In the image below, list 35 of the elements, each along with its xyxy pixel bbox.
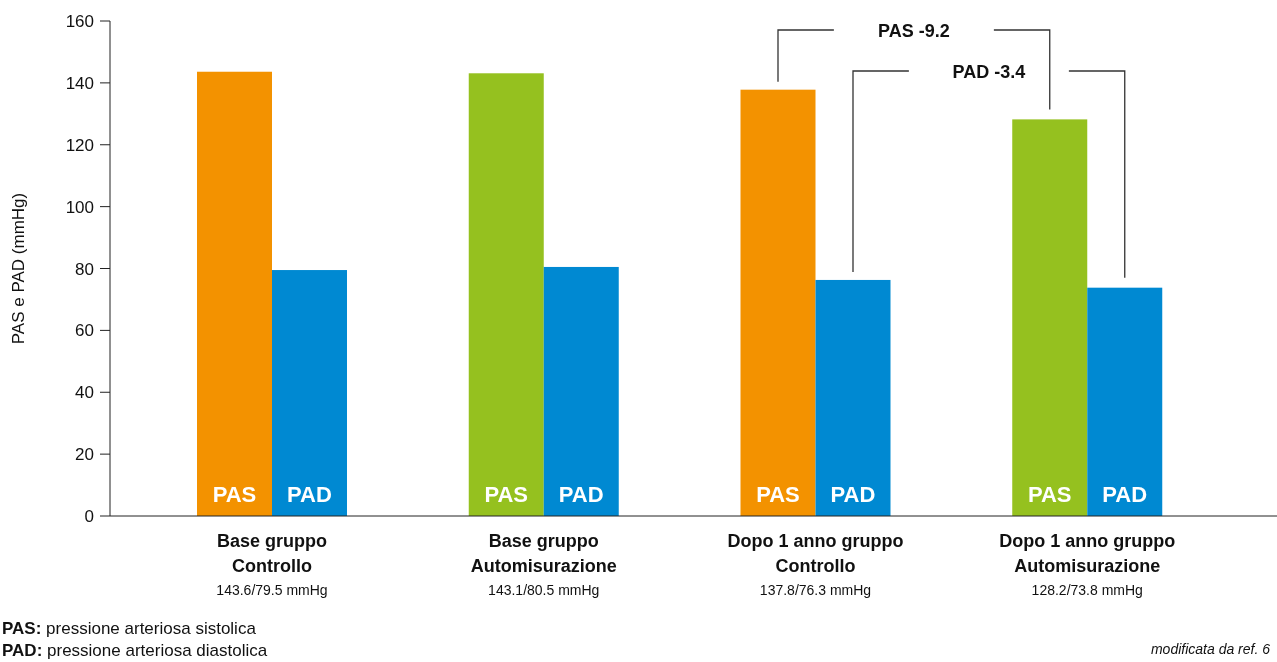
- series-label: PAS: [212, 482, 257, 507]
- y-tick-label: 80: [75, 259, 94, 279]
- y-tick-label: 160: [65, 12, 94, 31]
- text: modificata da ref. 6: [1150, 641, 1271, 657]
- text: PAS: [756, 482, 800, 507]
- series-label: PAD: [287, 482, 332, 507]
- bar: [1012, 119, 1088, 516]
- x-tick-label: Dopo 1 anno gruppo Automisurazione 128.2/73.8 mmHg: [999, 531, 1176, 598]
- text: PAD: [558, 482, 604, 507]
- bar: [468, 73, 544, 516]
- y-tick-label: 60: [75, 321, 94, 341]
- y-tick-label: 40: [75, 383, 94, 403]
- bar: [543, 266, 619, 516]
- y-axis-title: PAS e PAD (mmHg): [9, 192, 28, 345]
- text: PAS: [1027, 482, 1072, 507]
- text: PAD: pressione arteriosa diastolica: [2, 641, 268, 660]
- bar: [1087, 287, 1163, 516]
- y-tick-label: 0: [84, 507, 94, 526]
- text: PAS: [484, 482, 529, 507]
- bar: [740, 89, 816, 516]
- bar: [272, 270, 347, 516]
- annotation: PAS -9.2: [878, 21, 950, 41]
- y-tick-label: 120: [65, 135, 94, 155]
- y-tick-label: 20: [75, 445, 94, 465]
- text: PAD: [830, 482, 876, 507]
- bar: [815, 279, 891, 516]
- annotation: PAD -3.4: [952, 62, 1026, 82]
- y-tick-label: 140: [65, 73, 94, 93]
- x-tick-label: Base gruppo Automisurazione 143.1/80.5 mmHg: [470, 531, 617, 598]
- text: PAS: pressione arteriosa sistolica: [2, 619, 257, 638]
- text: PAD: [1102, 482, 1148, 507]
- bar: [197, 71, 272, 516]
- x-tick-label: Base gruppo Controllo 143.6/79.5 mmHg: [216, 531, 328, 598]
- y-tick-label: 100: [65, 197, 94, 217]
- x-tick-label: Dopo 1 anno gruppo Controllo 137.8/76.3 mmHg: [727, 531, 904, 598]
